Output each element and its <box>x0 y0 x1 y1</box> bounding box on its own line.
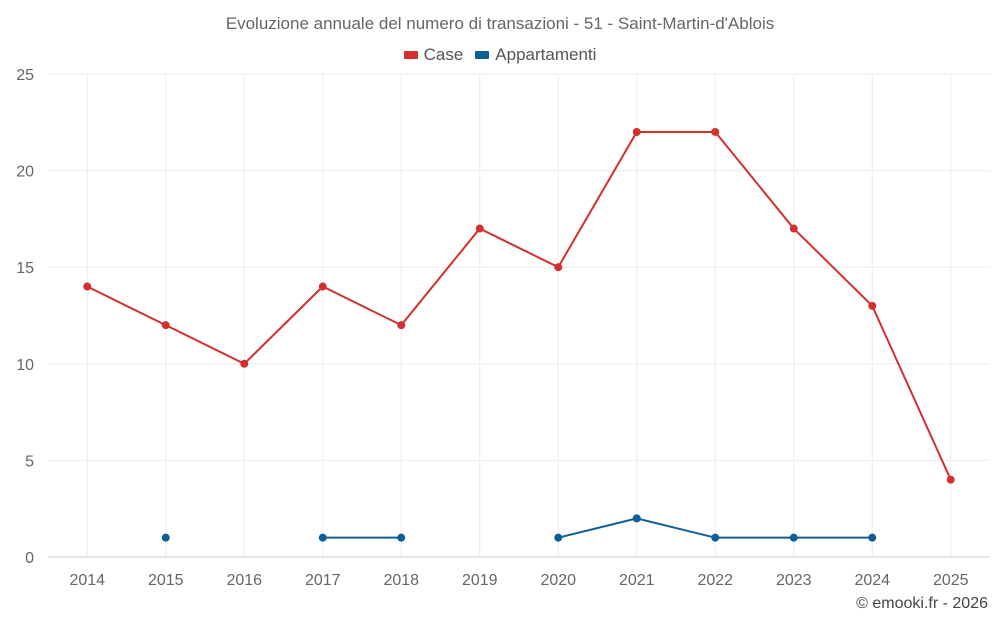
x-tick-label-2015: 2015 <box>148 572 184 589</box>
x-tick-label-2018: 2018 <box>383 572 419 589</box>
data-point-case-2025[interactable] <box>946 475 955 484</box>
data-point-case-2015[interactable] <box>161 321 170 330</box>
legend-item-appartamenti[interactable]: Appartamenti <box>475 45 596 65</box>
data-point-case-2020[interactable] <box>554 263 563 272</box>
x-tick-label-2025: 2025 <box>933 572 969 589</box>
data-point-appartamenti-2015[interactable] <box>161 533 170 542</box>
credit-text: © emooki.fr - 2026 <box>856 595 988 612</box>
y-tick-label-20: 20 <box>16 164 34 181</box>
data-point-case-2019[interactable] <box>475 224 484 233</box>
legend: Case Appartamenti <box>0 45 1000 65</box>
legend-label-appartamenti: Appartamenti <box>495 45 597 64</box>
data-point-case-2016[interactable] <box>240 359 249 368</box>
data-point-appartamenti-2024[interactable] <box>868 533 877 542</box>
y-tick-label-15: 15 <box>16 260 34 277</box>
series-line-case-0 <box>86 130 952 481</box>
x-tick-label-2014: 2014 <box>69 572 105 589</box>
x-tick-label-2016: 2016 <box>226 572 262 589</box>
data-point-appartamenti-2022[interactable] <box>711 533 720 542</box>
x-tick-label-2024: 2024 <box>854 572 890 589</box>
x-tick-label-2017: 2017 <box>305 572 341 589</box>
x-tick-label-2022: 2022 <box>697 572 733 589</box>
data-point-case-2021[interactable] <box>632 127 641 136</box>
data-point-appartamenti-2021[interactable] <box>632 514 641 523</box>
data-point-appartamenti-2020[interactable] <box>554 533 563 542</box>
chart-title: Evoluzione annuale del numero di transaz… <box>225 14 775 33</box>
data-point-appartamenti-2023[interactable] <box>789 533 798 542</box>
y-tick-label-25: 25 <box>16 67 34 84</box>
data-point-case-2024[interactable] <box>868 301 877 310</box>
data-point-case-2018[interactable] <box>397 321 406 330</box>
x-tick-label-2023: 2023 <box>776 572 812 589</box>
y-tick-label-5: 5 <box>25 453 34 470</box>
x-tick-label-2019: 2019 <box>462 572 498 589</box>
x-tick-label-2020: 2020 <box>540 572 576 589</box>
y-tick-label-10: 10 <box>16 357 34 374</box>
data-point-appartamenti-2017[interactable] <box>318 533 327 542</box>
data-point-case-2022[interactable] <box>711 127 720 136</box>
data-point-case-2023[interactable] <box>789 224 798 233</box>
legend-label-case: Case <box>423 45 464 64</box>
legend-item-case[interactable]: Case <box>403 45 464 65</box>
data-point-case-2014[interactable] <box>83 282 92 291</box>
data-point-appartamenti-2018[interactable] <box>397 533 406 542</box>
x-tick-label-2021: 2021 <box>619 572 655 589</box>
y-tick-label-0: 0 <box>25 550 34 567</box>
legend-swatch-case <box>403 51 418 59</box>
data-point-case-2017[interactable] <box>318 282 327 291</box>
legend-swatch-appartamenti <box>475 51 490 59</box>
